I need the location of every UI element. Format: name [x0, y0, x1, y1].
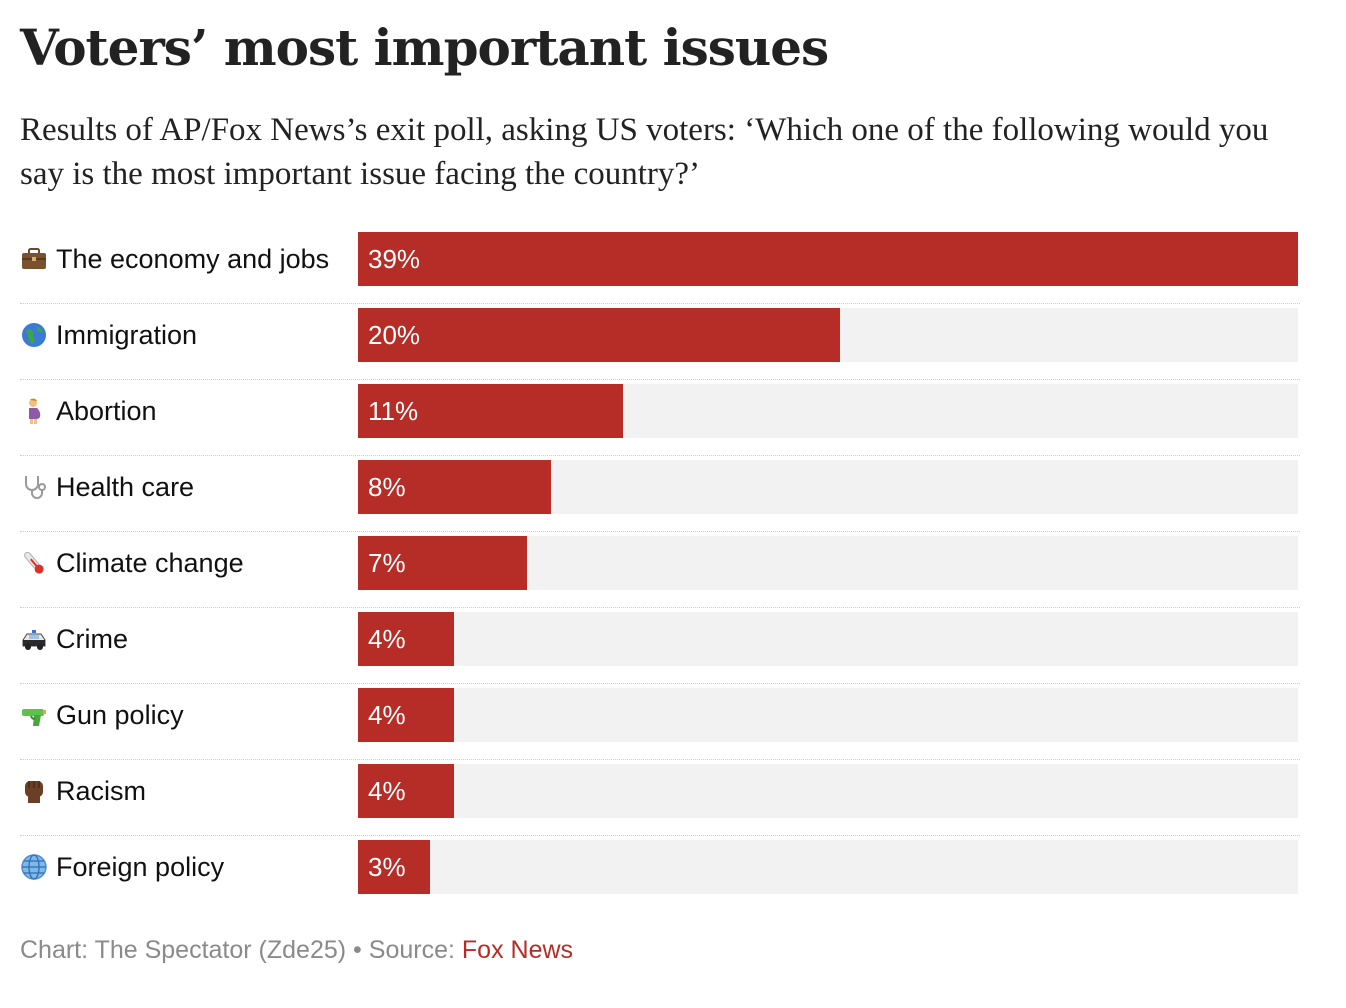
- value-label: 4%: [368, 776, 406, 806]
- bar-track: 8%: [358, 460, 1298, 514]
- value-label: 3%: [368, 852, 406, 882]
- chart-row: Gun policy 4%: [20, 684, 1300, 760]
- bar-track: 20%: [358, 308, 1298, 362]
- water-pistol-icon: [20, 701, 48, 729]
- bar: 4%: [358, 612, 454, 666]
- pregnant-woman-icon: [20, 397, 48, 425]
- category-label: Crime: [20, 612, 128, 666]
- row-divider: [20, 531, 1300, 532]
- chart-row: Foreign policy 3%: [20, 836, 1300, 912]
- bar: 7%: [358, 536, 527, 590]
- category-label-text: Gun policy: [56, 699, 184, 730]
- value-label: 4%: [368, 700, 406, 730]
- globe-icon: [20, 321, 48, 349]
- value-label: 11%: [368, 396, 419, 426]
- value-label: 39%: [368, 244, 421, 274]
- bar-track: 4%: [358, 612, 1298, 666]
- category-label: Racism: [20, 764, 146, 818]
- category-label-text: Immigration: [56, 319, 198, 350]
- bar-track: 4%: [358, 764, 1298, 818]
- row-divider: [20, 759, 1300, 760]
- category-label-text: Health care: [56, 471, 195, 502]
- value-label: 8%: [368, 472, 406, 502]
- bar: 4%: [358, 688, 454, 742]
- chart-row: Climate change 7%: [20, 532, 1300, 608]
- chart-row: Immigration 20%: [20, 304, 1300, 380]
- chart-row: The economy and jobs 39%: [20, 228, 1300, 304]
- category-label: Climate change: [20, 536, 244, 590]
- category-label-text: Climate change: [56, 547, 244, 578]
- bar: 8%: [358, 460, 551, 514]
- category-label: The economy and jobs: [20, 232, 329, 286]
- category-label: Gun policy: [20, 688, 184, 742]
- row-divider: [20, 835, 1300, 836]
- raised-fist-icon: [20, 777, 48, 805]
- value-label: 7%: [368, 548, 406, 578]
- row-divider: [20, 379, 1300, 380]
- source-link[interactable]: Fox News: [461, 936, 574, 964]
- category-label: Health care: [20, 460, 194, 514]
- chart-title: Voters’ most important issues: [20, 18, 829, 77]
- globe-meridians-icon: [20, 853, 48, 881]
- source-prefix: Source:: [368, 936, 455, 964]
- category-label-text: Abortion: [56, 395, 157, 426]
- bar-track: 3%: [358, 840, 1298, 894]
- bar: 20%: [358, 308, 840, 362]
- chart-row: Abortion 11%: [20, 380, 1300, 456]
- category-label-text: Foreign policy: [56, 851, 225, 882]
- bar: 4%: [358, 764, 454, 818]
- chart-row: Crime 4%: [20, 608, 1300, 684]
- chart-subtitle: Results of AP/Fox News’s exit poll, aski…: [20, 112, 1269, 192]
- category-label: Foreign policy: [20, 840, 224, 894]
- row-divider: [20, 683, 1300, 684]
- bar: 3%: [358, 840, 430, 894]
- chart-row: Racism 4%: [20, 760, 1300, 836]
- bar: 39%: [358, 232, 1298, 286]
- stethoscope-icon: [20, 473, 48, 501]
- row-divider: [20, 607, 1300, 608]
- bar-chart: The economy and jobs 39% Immigration 20% Abo…: [20, 228, 1300, 912]
- category-label: Abortion: [20, 384, 157, 438]
- bar-track: 4%: [358, 688, 1298, 742]
- bar-track: 11%: [358, 384, 1298, 438]
- footer-separator: •: [353, 936, 362, 964]
- briefcase-icon: [20, 245, 48, 273]
- thermometer-icon: [20, 549, 48, 577]
- row-divider: [20, 303, 1300, 304]
- value-label: 4%: [368, 624, 406, 654]
- bar-track: 7%: [358, 536, 1298, 590]
- chart-footer: Chart: The Spectator (Zde25) • Source: F…: [20, 936, 573, 965]
- bar-track: 39%: [358, 232, 1298, 286]
- value-label: 20%: [368, 320, 421, 350]
- chart-credit: Chart: The Spectator (Zde25): [20, 936, 347, 964]
- category-label-text: The economy and jobs: [56, 243, 330, 274]
- category-label-text: Racism: [56, 775, 147, 806]
- category-label-text: Crime: [56, 623, 128, 654]
- row-divider: [20, 455, 1300, 456]
- bar: 11%: [358, 384, 623, 438]
- chart-row: Health care 8%: [20, 456, 1300, 532]
- police-car-icon: [20, 625, 48, 653]
- category-label: Immigration: [20, 308, 197, 362]
